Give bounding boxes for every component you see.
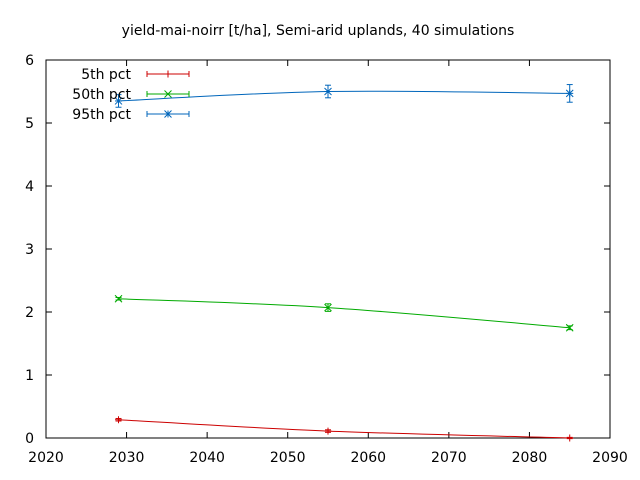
x-tick-label: 2030 xyxy=(109,450,145,466)
data-point xyxy=(566,434,574,442)
data-point xyxy=(565,323,574,332)
x-tick-label: 2050 xyxy=(270,450,306,466)
series-2 xyxy=(114,294,574,332)
series-line xyxy=(118,419,570,439)
x-tick-label: 2090 xyxy=(592,450,628,466)
series-3 xyxy=(114,84,574,108)
legend-label: 95th pct xyxy=(72,107,131,123)
data-point xyxy=(114,97,123,105)
data-point xyxy=(324,87,332,96)
y-tick-label: 0 xyxy=(25,431,34,447)
series-line xyxy=(118,298,570,329)
x-tick-label: 2060 xyxy=(350,450,386,466)
legend-item: 50th pct xyxy=(72,87,190,103)
y-tick-label: 3 xyxy=(25,242,34,258)
y-tick-label: 5 xyxy=(25,116,34,132)
axis-ticks: 2020 2030 2040 2050 2060 2070 2080 2090 0 1 2 3 4 5 6 xyxy=(25,53,628,466)
legend-item: 5th pct xyxy=(81,67,190,83)
x-tick-label: 2070 xyxy=(431,450,467,466)
data-point xyxy=(115,416,123,424)
series-layer xyxy=(114,84,574,442)
y-tick-label: 1 xyxy=(25,368,34,384)
legend-item: 95th pct xyxy=(72,107,190,123)
chart-title: yield-mai-noirr [t/ha], Semi-arid upland… xyxy=(122,23,515,39)
legend: 5th pct 50th pct 95th pct xyxy=(72,67,190,123)
data-point xyxy=(324,303,332,312)
series-1 xyxy=(115,416,574,442)
x-tick-label: 2080 xyxy=(512,450,548,466)
x-tick-label: 2020 xyxy=(28,450,64,466)
data-point xyxy=(565,89,574,98)
series-line xyxy=(118,90,570,102)
legend-label: 50th pct xyxy=(72,87,131,103)
data-point xyxy=(114,294,123,303)
x-tick-label: 2040 xyxy=(189,450,225,466)
legend-marker xyxy=(164,90,172,98)
legend-marker xyxy=(164,110,172,118)
y-tick-label: 4 xyxy=(25,179,34,195)
legend-marker xyxy=(164,70,172,78)
y-tick-label: 6 xyxy=(25,53,34,69)
y-tick-label: 2 xyxy=(25,305,34,321)
legend-label: 5th pct xyxy=(81,67,131,83)
data-point xyxy=(324,427,332,435)
